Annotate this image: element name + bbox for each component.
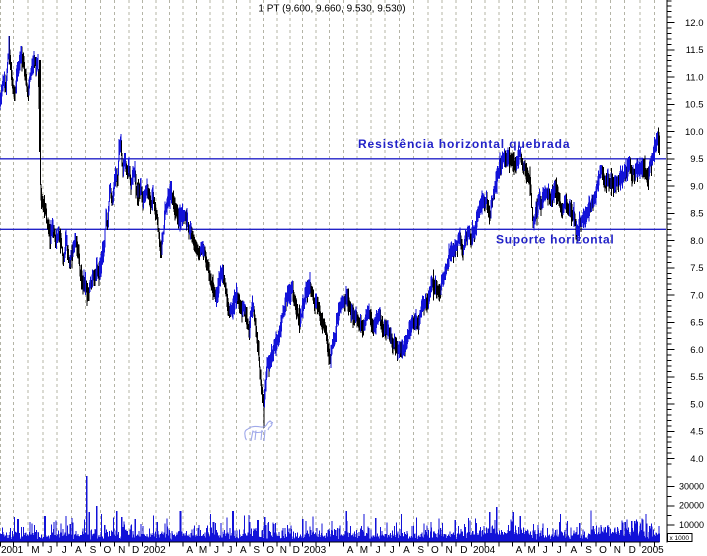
svg-text:11.0: 11.0 — [686, 72, 704, 83]
svg-text:J: J — [227, 545, 232, 556]
svg-text:x 1000: x 1000 — [670, 535, 690, 542]
svg-text:M: M — [31, 545, 39, 556]
svg-text:20000: 20000 — [679, 501, 704, 511]
svg-text:2001: 2001 — [1, 545, 24, 556]
svg-text:5.0: 5.0 — [690, 399, 703, 410]
svg-text:A: A — [347, 545, 354, 556]
svg-text:S: S — [90, 545, 97, 556]
svg-text:10000: 10000 — [679, 520, 704, 530]
svg-text:10.0: 10.0 — [685, 127, 704, 138]
svg-text:D: D — [460, 545, 467, 556]
svg-text:A: A — [240, 545, 247, 556]
svg-text:A: A — [186, 545, 193, 556]
svg-text:A: A — [75, 545, 82, 556]
svg-text:A: A — [570, 545, 577, 556]
svg-text:4.5: 4.5 — [690, 427, 703, 438]
svg-text:6.0: 6.0 — [690, 345, 703, 356]
svg-text:O: O — [431, 545, 439, 556]
svg-text:S: S — [417, 545, 424, 556]
svg-text:M: M — [360, 545, 368, 556]
svg-text:9.5: 9.5 — [690, 154, 703, 165]
svg-text:D: D — [629, 545, 636, 556]
svg-text:12.0: 12.0 — [685, 18, 704, 29]
svg-text:Resistência horizontal quebrad: Resistência horizontal quebrada — [358, 137, 570, 151]
svg-text:M: M — [199, 545, 207, 556]
svg-text:8.5: 8.5 — [690, 209, 703, 220]
svg-text:O: O — [599, 545, 607, 556]
svg-text:N: N — [280, 545, 287, 556]
svg-text:D: D — [132, 545, 139, 556]
svg-text:6.5: 6.5 — [690, 318, 703, 329]
svg-text:1 PT (9.600, 9.660, 9.530, 9.5: 1 PT (9.600, 9.660, 9.530, 9.530) — [258, 4, 405, 15]
svg-text:11.5: 11.5 — [686, 45, 704, 56]
svg-text:5.5: 5.5 — [690, 372, 703, 383]
svg-text:O: O — [104, 545, 112, 556]
svg-text:J: J — [62, 545, 67, 556]
svg-text:2004: 2004 — [473, 545, 496, 556]
svg-text:S: S — [585, 545, 592, 556]
svg-text:N: N — [118, 545, 125, 556]
svg-text:J: J — [376, 545, 381, 556]
svg-text:N: N — [445, 545, 452, 556]
svg-text:J: J — [214, 545, 219, 556]
svg-text:9.0: 9.0 — [690, 181, 703, 192]
svg-text:7.0: 7.0 — [690, 290, 703, 301]
svg-text:N: N — [614, 545, 621, 556]
svg-text:10.5: 10.5 — [685, 100, 704, 111]
svg-text:2003: 2003 — [304, 545, 327, 556]
svg-text:7.5: 7.5 — [690, 263, 703, 274]
svg-text:J: J — [390, 545, 395, 556]
svg-text:O: O — [266, 545, 274, 556]
svg-text:D: D — [293, 545, 300, 556]
svg-text:8.0: 8.0 — [690, 236, 703, 247]
svg-text:A: A — [403, 545, 410, 556]
svg-text:S: S — [253, 545, 260, 556]
svg-text:J: J — [557, 545, 562, 556]
svg-text:A: A — [516, 545, 523, 556]
svg-text:Suporte horizontal: Suporte horizontal — [496, 233, 614, 247]
svg-text:2002: 2002 — [144, 545, 167, 556]
svg-text:M: M — [528, 545, 536, 556]
svg-text:J: J — [543, 545, 548, 556]
svg-text:30000: 30000 — [679, 482, 704, 492]
svg-text:4.0: 4.0 — [690, 454, 703, 465]
svg-text:J: J — [47, 545, 52, 556]
svg-text:2005: 2005 — [642, 545, 665, 556]
